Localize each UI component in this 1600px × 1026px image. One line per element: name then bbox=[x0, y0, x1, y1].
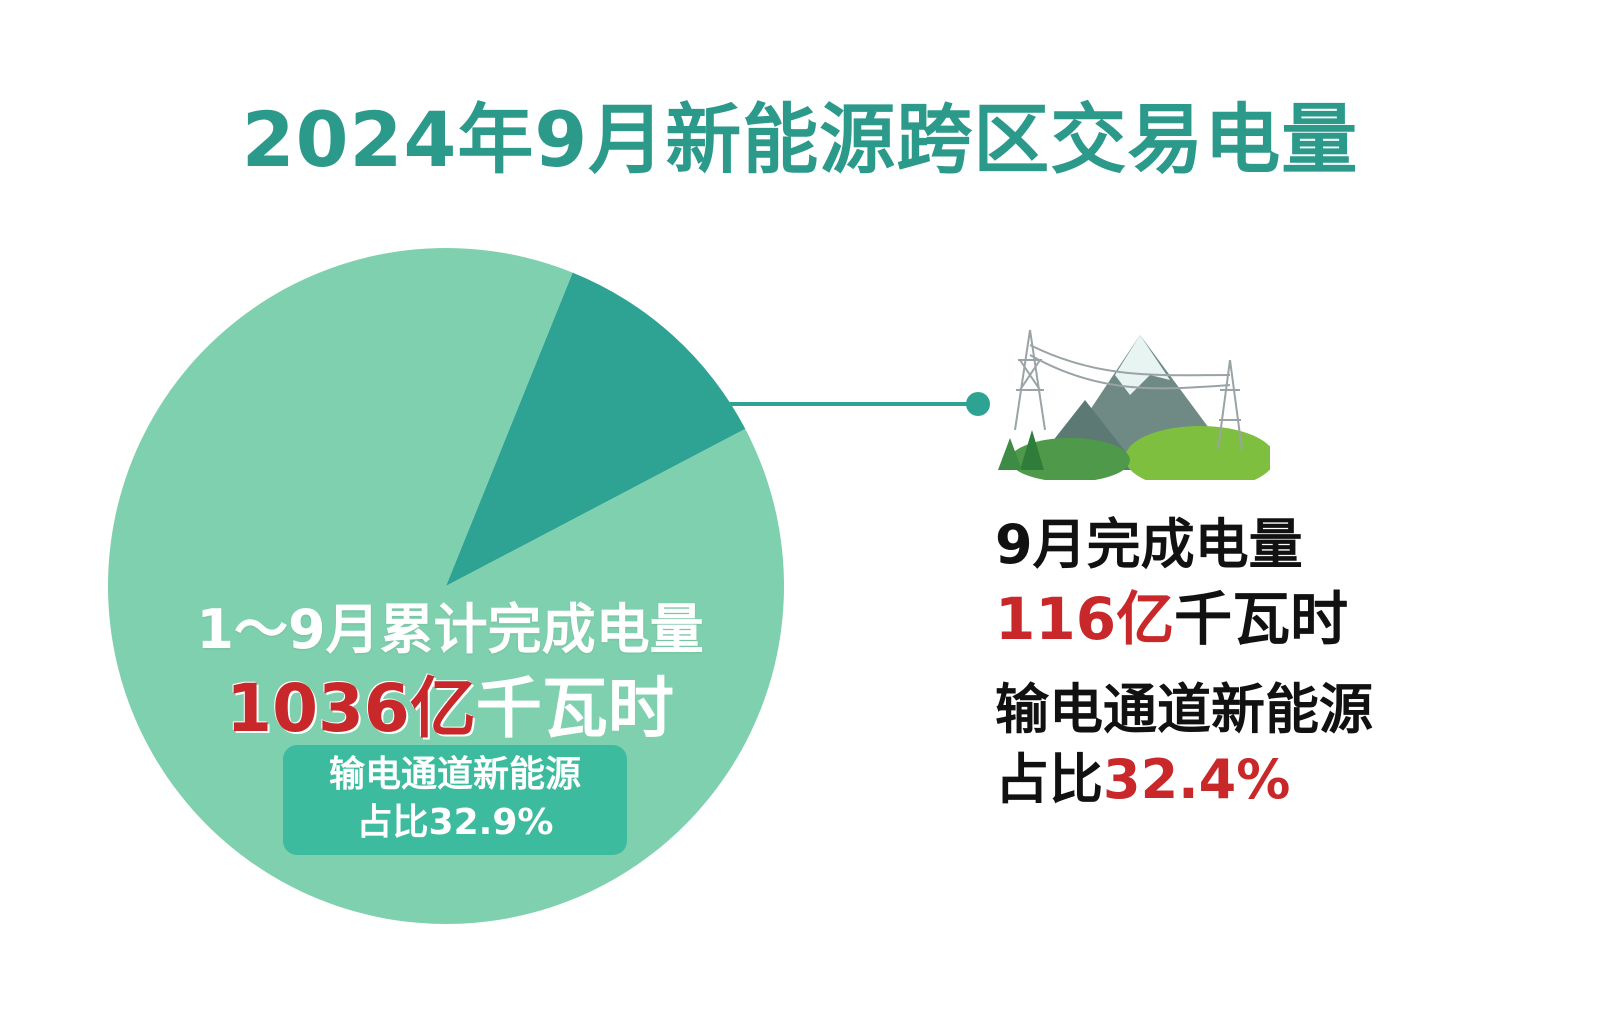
cumulative-value-line: 1036亿千瓦时 bbox=[150, 655, 750, 751]
page-title: 2024年9月新能源跨区交易电量 bbox=[241, 95, 1359, 184]
cumulative-share-line1: 输电通道新能源 bbox=[328, 754, 581, 795]
cumulative-share-line2: 占比32.9% bbox=[356, 802, 554, 843]
pie-slice-september bbox=[446, 272, 746, 586]
september-share-line1: 输电通道新能源 bbox=[995, 678, 1373, 741]
september-value: 116亿 bbox=[995, 585, 1175, 653]
september-value-line: 116亿千瓦时 bbox=[995, 572, 1348, 656]
september-share-value: 32.4% bbox=[1103, 748, 1291, 811]
cumulative-unit: 千瓦时 bbox=[475, 670, 674, 747]
september-label: 9月完成电量 bbox=[995, 513, 1303, 576]
september-unit: 千瓦时 bbox=[1174, 585, 1349, 653]
cumulative-label: 1～9月累计完成电量 bbox=[196, 598, 704, 661]
power-transmission-tower-mountain-icon bbox=[998, 329, 1270, 480]
cumulative-value: 1036亿 bbox=[226, 670, 476, 747]
september-share-line2: 占比32.4% bbox=[995, 735, 1290, 814]
september-share-prefix: 占比 bbox=[995, 748, 1103, 811]
callout-dot bbox=[966, 392, 990, 416]
cumulative-share-box: 输电通道新能源 占比32.9% bbox=[283, 745, 627, 855]
